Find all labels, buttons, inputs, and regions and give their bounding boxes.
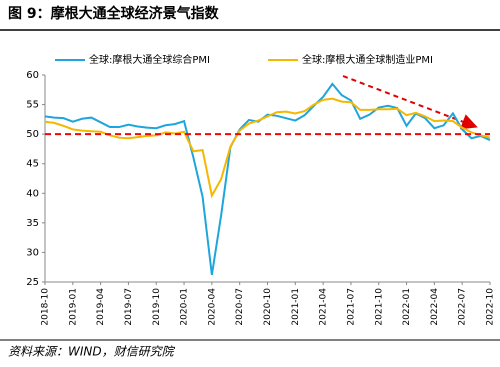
x-tick-label: 2018-10 — [41, 288, 51, 326]
chart-title: 图 9：摩根大通全球经济景气指数 — [8, 5, 220, 22]
x-tick-label: 2022-04 — [430, 288, 440, 326]
x-tick-label: 2020-01 — [180, 288, 190, 326]
x-tick-label: 2020-04 — [207, 288, 217, 326]
x-tick-label: 2021-01 — [291, 288, 301, 326]
x-tick-label: 2022-07 — [458, 288, 468, 326]
y-tick-label: 50 — [26, 129, 39, 140]
x-tick-label: 2019-10 — [152, 288, 162, 326]
y-tick-label: 45 — [26, 159, 39, 170]
legend-label: 全球:摩根大通全球制造业PMI — [302, 53, 433, 66]
legend-label: 全球:摩根大通全球综合PMI — [89, 53, 210, 66]
series-line — [44, 97, 491, 199]
x-tick-label: 2019-07 — [124, 288, 134, 326]
y-tick-label: 40 — [26, 188, 39, 199]
x-tick-label: 2021-04 — [319, 288, 329, 326]
series-line — [44, 82, 491, 276]
x-tick-label: 2021-10 — [374, 288, 384, 326]
x-tick-label: 2022-01 — [402, 288, 412, 326]
y-tick-label: 55 — [26, 100, 39, 111]
y-tick-label: 30 — [26, 247, 39, 258]
x-tick-label: 2020-07 — [235, 288, 245, 326]
y-tick-label: 35 — [26, 218, 39, 229]
y-tick-label: 25 — [26, 277, 39, 288]
x-tick-label: 2019-04 — [96, 288, 106, 326]
x-tick-label: 2019-01 — [68, 288, 78, 326]
x-tick-label: 2022-10 — [486, 288, 496, 326]
source-note: 资料来源：WIND，财信研究院 — [8, 345, 176, 359]
x-tick-label: 2021-07 — [346, 288, 356, 326]
x-tick-label: 2020-10 — [263, 288, 273, 326]
y-tick-label: 60 — [26, 70, 39, 81]
